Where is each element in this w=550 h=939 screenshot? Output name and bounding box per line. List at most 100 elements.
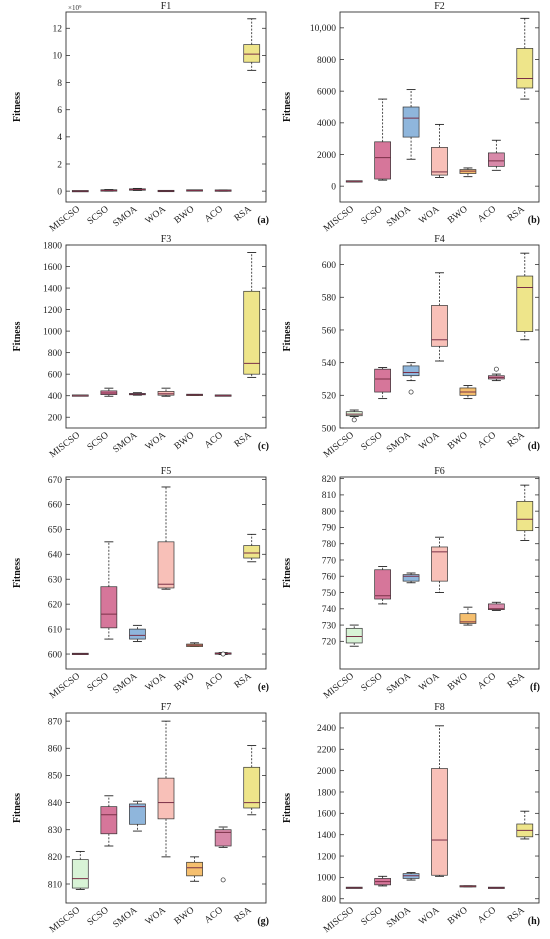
y-axis-label: Fitness	[282, 92, 293, 122]
y-tick-label: 540	[322, 359, 337, 369]
box-aco	[214, 826, 232, 883]
y-tick-label: 1600	[43, 263, 62, 273]
box-bwo	[186, 856, 203, 882]
box-aco	[214, 189, 232, 192]
y-tick-label: 200	[48, 414, 63, 424]
y-tick-label: 10,000	[310, 24, 336, 34]
y-tick-label: 810	[322, 491, 337, 501]
x-tick-label: MISCSO	[48, 204, 82, 234]
x-tick-label: SCSO	[86, 430, 111, 453]
chart-panel-1: F1 ×10⁹ 0 2 4 6 8 10 12 Fitness MISCSO SCSO SMOA WOA B…	[12, 1, 269, 234]
y-tick-label: 580	[322, 294, 337, 304]
x-tick-label: BWO	[446, 430, 470, 452]
box-woa	[157, 189, 175, 193]
y-tick-label: 840	[48, 799, 63, 809]
outlier-point	[220, 877, 226, 883]
y-tick-label: 610	[48, 625, 63, 635]
box-rsa	[516, 252, 534, 341]
y-tick-label: 600	[48, 650, 63, 660]
box-woa	[431, 123, 448, 178]
chart-title: F6	[434, 466, 445, 477]
box-miscso	[345, 409, 363, 423]
box-body	[374, 569, 391, 600]
y-tick-label: 820	[48, 853, 63, 863]
box-smoa	[129, 800, 146, 832]
box-body	[243, 766, 261, 809]
x-tick-label: WOA	[144, 905, 168, 927]
y-tick-label: 1800	[43, 241, 62, 251]
x-tick-label: WOA	[417, 430, 441, 452]
box-body	[374, 141, 391, 180]
x-tick-label: ACO	[476, 671, 498, 691]
chart-title: F1	[161, 1, 172, 12]
y-tick-label: 640	[48, 551, 63, 561]
panel-label: (h)	[528, 916, 540, 927]
y-tick-label: 850	[48, 772, 63, 782]
box-body	[516, 501, 534, 532]
box-bwo	[186, 642, 203, 648]
box-scso	[100, 387, 118, 397]
x-tick-label: BWO	[446, 204, 470, 226]
x-tick-label: SMOA	[111, 905, 139, 930]
y-tick-label: 750	[322, 589, 337, 599]
x-tick-label: SMOA	[111, 204, 139, 229]
y-axis-label: Fitness	[12, 558, 23, 588]
y-tick-label: 800	[322, 895, 337, 905]
y-axis-label: Fitness	[12, 321, 23, 351]
box-aco	[214, 394, 232, 397]
chart-panel-4: F4 500 520 540 560 580 600 Fitness MISCSO SCSO SMO…	[282, 234, 540, 460]
y-tick-label: 1800	[317, 788, 336, 798]
box-scso	[374, 566, 391, 605]
y-tick-label: 0	[57, 187, 62, 197]
x-tick-label: RSA	[506, 204, 527, 223]
box-aco	[488, 886, 505, 889]
y-tick-label: 800	[322, 507, 337, 517]
x-tick-label: MISCSO	[322, 905, 356, 935]
panel-label: (c)	[258, 441, 269, 452]
y-tick-label: 790	[322, 524, 337, 534]
box-body	[243, 545, 261, 559]
box-woa	[157, 387, 175, 397]
x-tick-label: SMOA	[111, 430, 139, 455]
x-tick-label: BWO	[446, 905, 470, 927]
box-smoa	[129, 392, 146, 396]
box-body	[157, 777, 175, 820]
box-body	[100, 586, 118, 629]
box-body	[431, 546, 448, 582]
y-tick-label: 620	[48, 600, 63, 610]
y-tick-label: 670	[48, 476, 63, 486]
chart-title: F2	[434, 1, 445, 12]
box-body	[129, 803, 146, 825]
box-body	[374, 368, 391, 393]
y-tick-label: 6000	[317, 87, 336, 97]
chart-panel-3: F3 200 400 600 800 1000 1200 1400 1600 1800 Fitnes…	[12, 234, 269, 460]
x-tick-label: WOA	[144, 671, 168, 693]
box-smoa	[402, 89, 420, 160]
y-tick-label: 560	[322, 326, 337, 336]
box-body	[157, 541, 175, 589]
x-tick-label: SMOA	[385, 204, 413, 229]
y-tick-label: 820	[322, 475, 337, 485]
box-scso	[374, 98, 391, 181]
box-bwo	[186, 189, 203, 192]
box-scso	[374, 875, 391, 887]
panel-label: (f)	[530, 682, 540, 693]
x-tick-label: RSA	[233, 905, 254, 924]
y-tick-label: 10	[53, 52, 63, 62]
box-body	[100, 806, 118, 835]
x-tick-label: WOA	[417, 204, 441, 226]
x-tick-label: ACO	[203, 430, 225, 450]
y-tick-label: 12	[53, 25, 63, 35]
y-tick-label: 8000	[317, 56, 336, 66]
y-tick-label: 740	[322, 605, 337, 615]
chart-panel-6: F6 720 730 740 750 760 770 780 790 800 810 820 Fitne…	[282, 466, 540, 701]
box-aco	[488, 366, 505, 382]
box-rsa	[243, 18, 261, 71]
box-miscso	[345, 886, 363, 889]
box-body	[402, 574, 420, 582]
chart-panel-8: F8 800 1000 1200 1400 1600 1800 2000 2200 2400 Fit…	[282, 702, 540, 935]
x-tick-label: BWO	[173, 671, 197, 693]
y-tick-label: 400	[48, 392, 63, 402]
x-tick-label: WOA	[144, 204, 168, 226]
